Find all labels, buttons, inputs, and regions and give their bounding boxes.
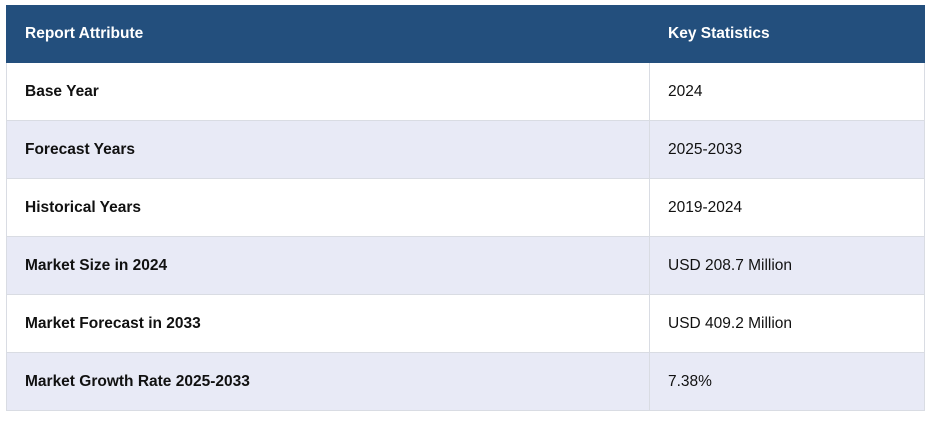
- value-cell: 2024: [649, 62, 925, 121]
- table-row: Market Size in 2024 USD 208.7 Million: [6, 236, 925, 295]
- table-row: Forecast Years 2025-2033: [6, 120, 925, 179]
- value-cell: USD 208.7 Million: [649, 236, 925, 295]
- table-body: Base Year 2024 Forecast Years 2025-2033 Hist…: [6, 62, 925, 411]
- table-row: Market Forecast in 2033 USD 409.2 Million: [6, 294, 925, 353]
- attribute-cell: Market Size in 2024: [6, 236, 650, 295]
- attribute-cell: Market Forecast in 2033: [6, 294, 650, 353]
- table-row: Historical Years 2019-2024: [6, 178, 925, 237]
- table-row: Market Growth Rate 2025-2033 7.38%: [6, 352, 925, 411]
- table-header: Report Attribute Key Statistics: [6, 5, 925, 63]
- header-row: Report Attribute Key Statistics: [6, 5, 925, 63]
- value-cell: 7.38%: [649, 352, 925, 411]
- value-cell: 2019-2024: [649, 178, 925, 237]
- header-cell: Report Attribute: [6, 5, 650, 63]
- table-row: Base Year 2024: [6, 62, 925, 121]
- header-cell: Key Statistics: [649, 5, 925, 63]
- report-table: Report Attribute Key Statistics Base Year…: [6, 5, 925, 411]
- attribute-cell: Forecast Years: [6, 120, 650, 179]
- attribute-cell: Base Year: [6, 62, 650, 121]
- value-cell: USD 409.2 Million: [649, 294, 925, 353]
- attribute-cell: Historical Years: [6, 178, 650, 237]
- attribute-cell: Market Growth Rate 2025-2033: [6, 352, 650, 411]
- value-cell: 2025-2033: [649, 120, 925, 179]
